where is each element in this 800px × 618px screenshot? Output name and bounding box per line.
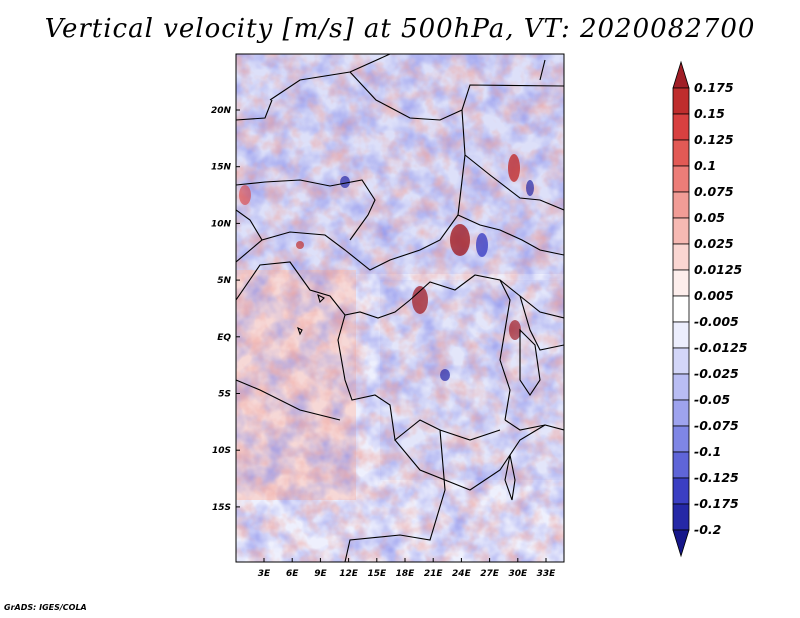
longitude-axis: 3E 6E 9E 12E 15E 18E 21E 24E 27E 30E 33E bbox=[258, 558, 556, 579]
colorbar-segment bbox=[672, 165, 690, 193]
colorbar-label: -0.2 bbox=[694, 522, 721, 537]
lat-tick-label: 15N bbox=[211, 163, 232, 173]
lat-tick-label: 20N bbox=[211, 106, 232, 116]
lat-tick-label: 5S bbox=[218, 390, 231, 400]
lon-tick-label: 27E bbox=[480, 569, 500, 579]
lat-tick-label: EQ bbox=[217, 333, 231, 343]
colorbar-label: 0.175 bbox=[694, 80, 734, 95]
colorbar-label: -0.175 bbox=[694, 496, 739, 511]
colorbar-segment bbox=[672, 60, 690, 89]
colorbar-segment bbox=[672, 477, 690, 505]
lat-tick-label: 10N bbox=[211, 219, 232, 229]
colorbar-label: -0.125 bbox=[694, 470, 739, 485]
lon-tick-label: 9E bbox=[314, 569, 327, 579]
colorbar-segment bbox=[672, 243, 690, 271]
lat-tick-label: 10S bbox=[212, 446, 231, 456]
lon-tick-label: 30E bbox=[508, 569, 528, 579]
colorbar-label: 0.15 bbox=[694, 106, 725, 121]
convective-cells bbox=[239, 154, 534, 381]
colorbar-label: -0.075 bbox=[694, 418, 739, 433]
colorbar-segment bbox=[672, 87, 690, 115]
colorbar-label: 0.005 bbox=[694, 288, 734, 303]
lon-tick-label: 24E bbox=[452, 569, 472, 579]
colorbar-label: 0.075 bbox=[694, 184, 734, 199]
lon-tick-label: 21E bbox=[424, 569, 444, 579]
colorbar-label: -0.0125 bbox=[694, 340, 748, 355]
colorbar-label: 0.1 bbox=[694, 158, 716, 173]
lon-tick-label: 3E bbox=[258, 569, 271, 579]
colorbar-label: -0.05 bbox=[694, 392, 730, 407]
grads-credit: GrADS: IGES/COLA bbox=[4, 603, 87, 612]
lat-tick-label: 5N bbox=[217, 276, 231, 286]
lat-tick-label: 15S bbox=[212, 503, 231, 513]
colorbar-segment bbox=[672, 399, 690, 427]
colorbar-segment bbox=[672, 295, 690, 323]
lon-tick-label: 6E bbox=[286, 569, 299, 579]
colorbar-label: -0.1 bbox=[694, 444, 721, 459]
chart-title: Vertical velocity [m/s] at 500hPa, VT: 2… bbox=[44, 14, 756, 44]
lon-tick-label: 15E bbox=[367, 569, 387, 579]
colorbar-label: 0.125 bbox=[694, 132, 734, 147]
colorbar-segment bbox=[672, 347, 690, 375]
map-frame bbox=[235, 53, 565, 563]
colorbar-label: 0.025 bbox=[694, 236, 734, 251]
colorbar-segment bbox=[672, 425, 690, 453]
country-borders bbox=[236, 54, 564, 562]
colorbar-segment bbox=[672, 529, 690, 558]
lon-tick-label: 33E bbox=[537, 569, 557, 579]
colorbar: 0.175 0.15 0.125 0.1 0.075 0.05 0.025 0.0125 0.0… bbox=[672, 60, 748, 558]
colorbar-label: -0.025 bbox=[694, 366, 739, 381]
colorbar-segment bbox=[672, 113, 690, 141]
colorbar-label: -0.005 bbox=[694, 314, 739, 329]
lon-tick-label: 12E bbox=[339, 569, 359, 579]
colorbar-segment bbox=[672, 217, 690, 245]
colorbar-label: 0.0125 bbox=[694, 262, 743, 277]
colorbar-segment bbox=[672, 139, 690, 167]
colorbar-segment bbox=[672, 191, 690, 219]
colorbar-segment bbox=[672, 373, 690, 401]
colorbar-segment bbox=[672, 503, 690, 531]
colorbar-segment bbox=[672, 269, 690, 297]
colorbar-segment bbox=[672, 451, 690, 479]
colorbar-label: 0.05 bbox=[694, 210, 725, 225]
colorbar-segment bbox=[672, 321, 690, 349]
latitude-axis: 20N 15N 10N 5N EQ 5S 10S 15S bbox=[211, 106, 240, 513]
velocity-field bbox=[236, 54, 564, 562]
lon-tick-label: 18E bbox=[396, 569, 416, 579]
